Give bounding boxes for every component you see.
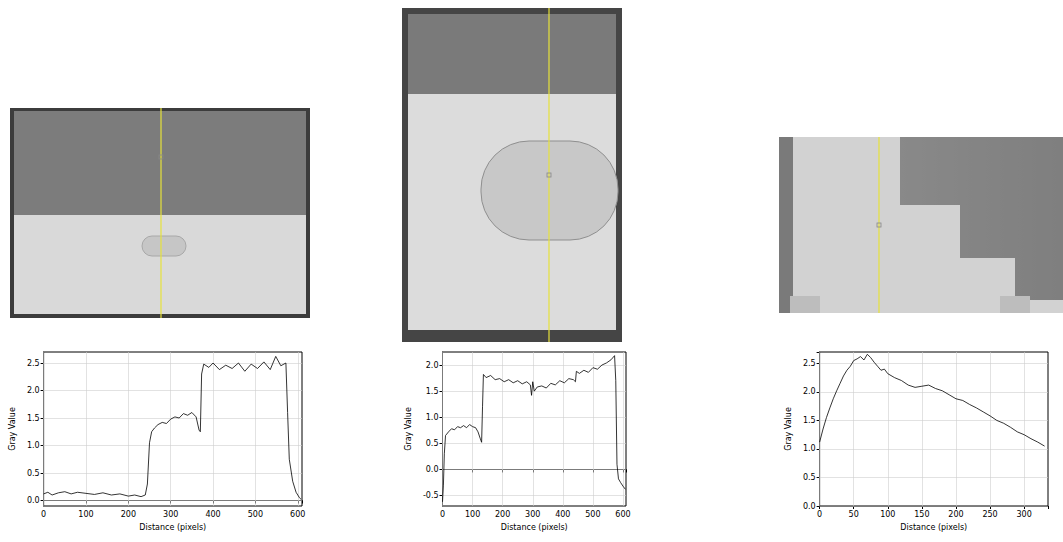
svg-text:1.5: 1.5 [426, 387, 439, 396]
svg-text:0: 0 [440, 510, 445, 519]
svg-text:200: 200 [121, 510, 136, 519]
svg-text:Gray Value: Gray Value [784, 407, 793, 451]
svg-text:300: 300 [163, 510, 178, 519]
svg-text:1.0: 1.0 [27, 441, 40, 450]
svg-text:100: 100 [880, 510, 895, 519]
svg-text:Distance (pixels): Distance (pixels) [900, 523, 967, 532]
svg-text:2.0: 2.0 [426, 361, 439, 370]
svg-text:0.5: 0.5 [27, 469, 40, 478]
svg-text:50: 50 [849, 510, 859, 519]
svg-text:400: 400 [555, 510, 570, 519]
svg-text:0.0: 0.0 [27, 496, 40, 505]
svg-text:500: 500 [248, 510, 263, 519]
svg-text:100: 100 [78, 510, 93, 519]
svg-text:250: 250 [982, 510, 997, 519]
svg-text:2.5: 2.5 [27, 359, 40, 368]
svg-text:Distance (pixels): Distance (pixels) [501, 523, 568, 532]
svg-text:2.0: 2.0 [803, 387, 816, 396]
svg-text:Gray Value: Gray Value [8, 407, 17, 451]
svg-text:0.5: 0.5 [803, 473, 816, 482]
svg-text:200: 200 [948, 510, 963, 519]
svg-text:600: 600 [615, 510, 630, 519]
svg-text:1.0: 1.0 [803, 444, 816, 453]
svg-text:1.5: 1.5 [27, 414, 40, 423]
svg-text:Gray Value: Gray Value [404, 407, 413, 451]
svg-text:0.0: 0.0 [803, 502, 816, 511]
svg-text:2.5: 2.5 [803, 359, 816, 368]
svg-text:150: 150 [914, 510, 929, 519]
svg-text:200: 200 [495, 510, 510, 519]
svg-text:2.0: 2.0 [27, 386, 40, 395]
svg-text:600: 600 [290, 510, 305, 519]
svg-text:100: 100 [465, 510, 480, 519]
svg-text:1.0: 1.0 [426, 413, 439, 422]
svg-text:-0.5: -0.5 [423, 491, 439, 500]
svg-text:1.5: 1.5 [803, 416, 816, 425]
svg-text:0.5: 0.5 [426, 439, 439, 448]
svg-text:300: 300 [525, 510, 540, 519]
svg-text:300: 300 [1016, 510, 1031, 519]
svg-text:0: 0 [41, 510, 46, 519]
svg-text:0: 0 [817, 510, 822, 519]
svg-text:400: 400 [205, 510, 220, 519]
svg-text:500: 500 [585, 510, 600, 519]
svg-text:0.0: 0.0 [426, 465, 439, 474]
svg-text:Distance (pixels): Distance (pixels) [139, 523, 206, 532]
